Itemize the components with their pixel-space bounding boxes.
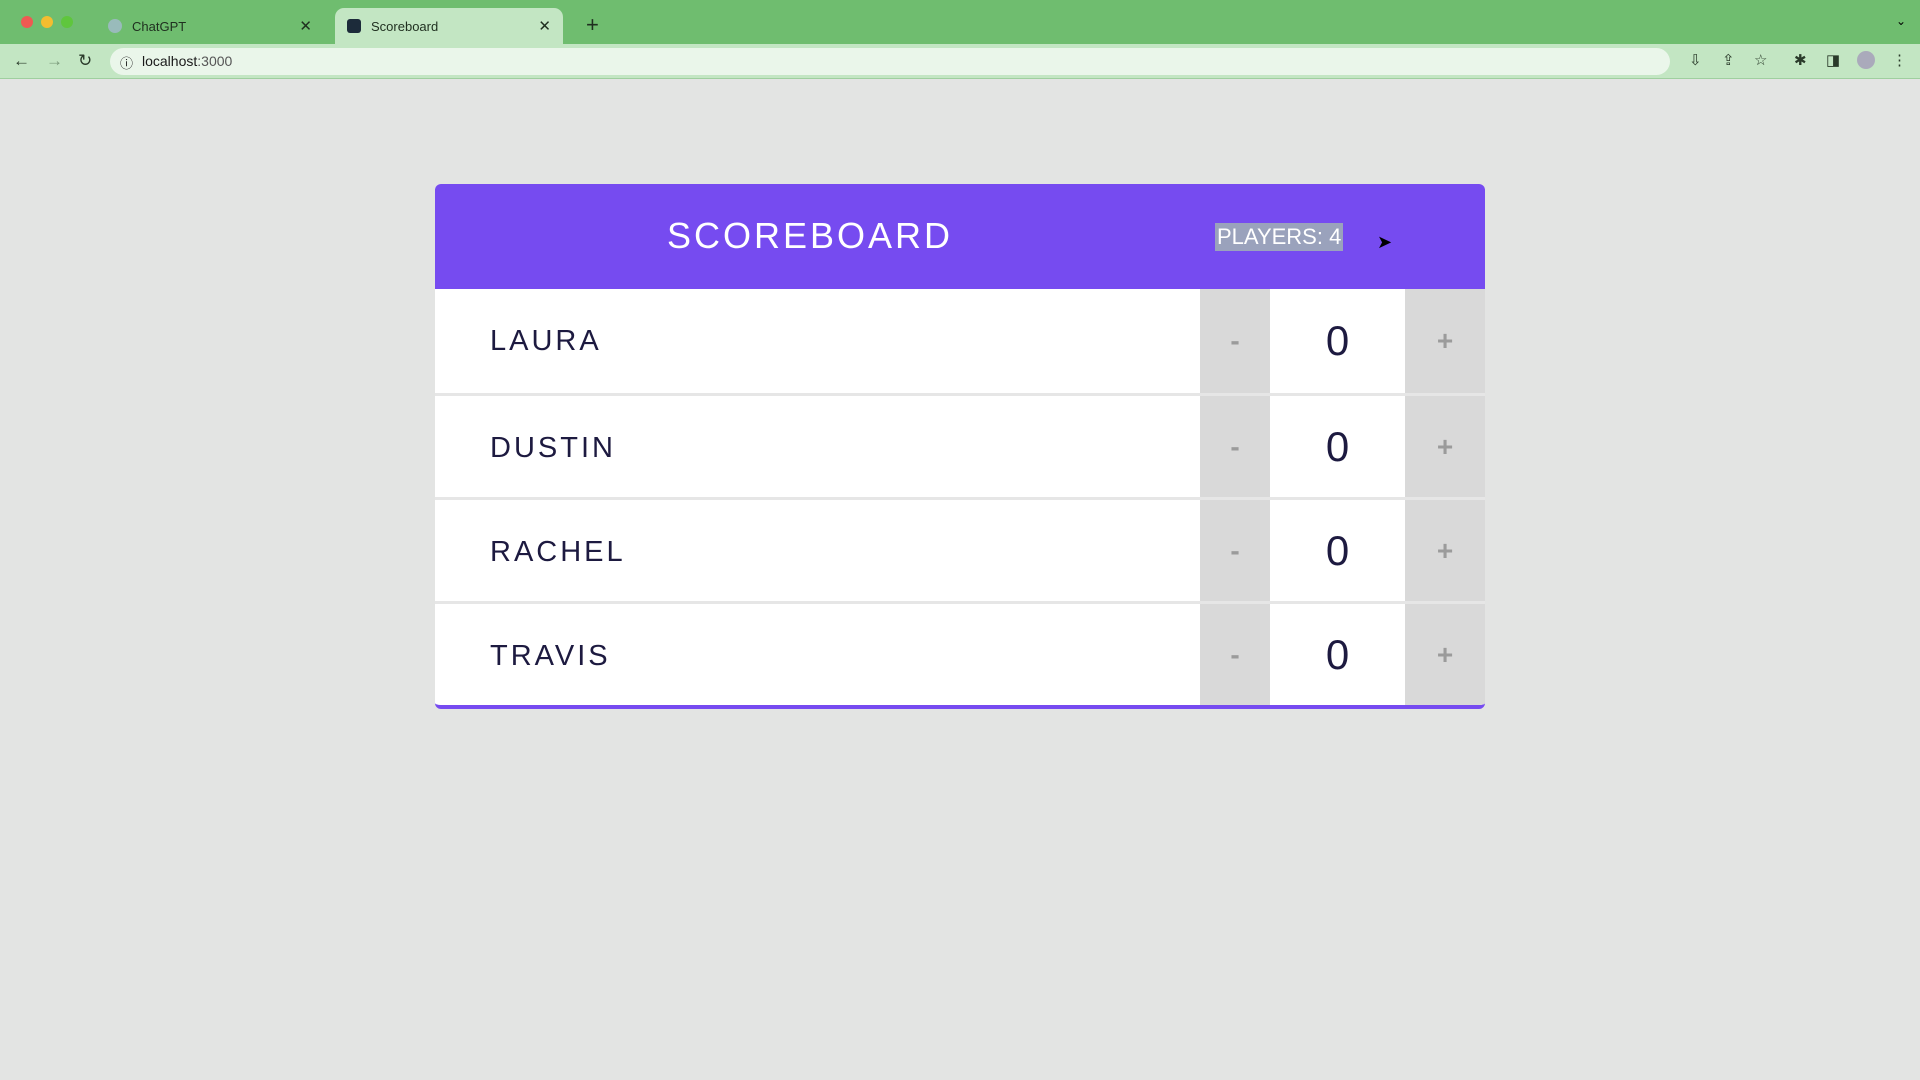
site-info-icon[interactable]: ⓘ [120,56,134,71]
player-score: 0 [1325,526,1350,574]
window-controls [21,16,73,28]
player-row: RACHEL - 0 + [435,497,1485,601]
menu-icon[interactable]: ⋮ [1892,52,1907,69]
tab-label: ChatGPT [132,18,187,34]
player-row: LAURA - 0 + [435,289,1485,393]
share-icon[interactable]: ⇪ [1722,52,1735,69]
tab-chatgpt[interactable]: ChatGPT ✕ [96,8,324,44]
tab-scoreboard[interactable]: Scoreboard ✕ [335,8,563,44]
url-port: :3000 [197,53,233,69]
tab-search-chevron-icon[interactable]: ⌄ [1895,14,1906,28]
back-icon[interactable]: ← [13,51,30,70]
players-count: PLAYERS: 4 [1215,223,1344,251]
url-input[interactable]: ⓘ localhost:3000 [110,48,1670,75]
extensions-icon[interactable]: ✱ [1794,52,1807,69]
chatgpt-icon [108,19,122,33]
close-window-button[interactable] [21,16,33,28]
player-name: DUSTIN [490,432,616,464]
increment-button[interactable]: + [1405,500,1485,601]
scoreboard: SCOREBOARD PLAYERS: 4 ➤ LAURA - 0 + DUSTI… [435,184,1485,709]
player-score: 0 [1325,422,1350,470]
url-host: localhost [142,53,198,69]
react-icon [347,19,361,33]
decrement-button[interactable]: - [1200,500,1270,601]
side-panel-icon[interactable]: ◨ [1826,52,1841,69]
increment-button[interactable]: + [1405,289,1485,393]
player-name: LAURA [490,325,602,357]
tab-label: Scoreboard [371,18,439,34]
increment-button[interactable]: + [1405,604,1485,705]
decrement-button[interactable]: - [1200,604,1270,705]
mouse-cursor-icon: ➤ [1377,232,1393,252]
decrement-button[interactable]: - [1200,289,1270,393]
player-score: 0 [1325,317,1350,364]
install-icon[interactable]: ⇩ [1689,52,1702,69]
page-title: SCOREBOARD [666,215,954,256]
decrement-button[interactable]: - [1200,396,1270,497]
player-row: DUSTIN - 0 + [435,393,1485,497]
minimize-window-button[interactable] [41,16,53,28]
close-tab-icon[interactable]: ✕ [538,18,551,35]
increment-button[interactable]: + [1405,396,1485,497]
maximize-window-button[interactable] [61,16,73,28]
player-row: TRAVIS - 0 + [435,601,1485,705]
player-name: RACHEL [490,536,626,568]
close-tab-icon[interactable]: ✕ [299,18,312,35]
player-score: 0 [1325,630,1350,678]
player-name: TRAVIS [490,640,611,672]
forward-icon[interactable]: → [46,51,63,70]
reload-icon[interactable]: ↻ [78,51,93,70]
profile-avatar[interactable] [1857,51,1875,69]
address-bar-row: ← → ↻ ⓘ localhost:3000 ⇩ ⇪ ☆ ✱ ◨ ⋮ [0,44,1920,79]
new-tab-button[interactable]: + [586,12,599,37]
bookmark-star-icon[interactable]: ☆ [1754,52,1768,69]
scoreboard-header: SCOREBOARD PLAYERS: 4 ➤ [435,184,1485,289]
browser-tab-bar: ChatGPT ✕ Scoreboard ✕ + ⌄ [0,0,1920,44]
